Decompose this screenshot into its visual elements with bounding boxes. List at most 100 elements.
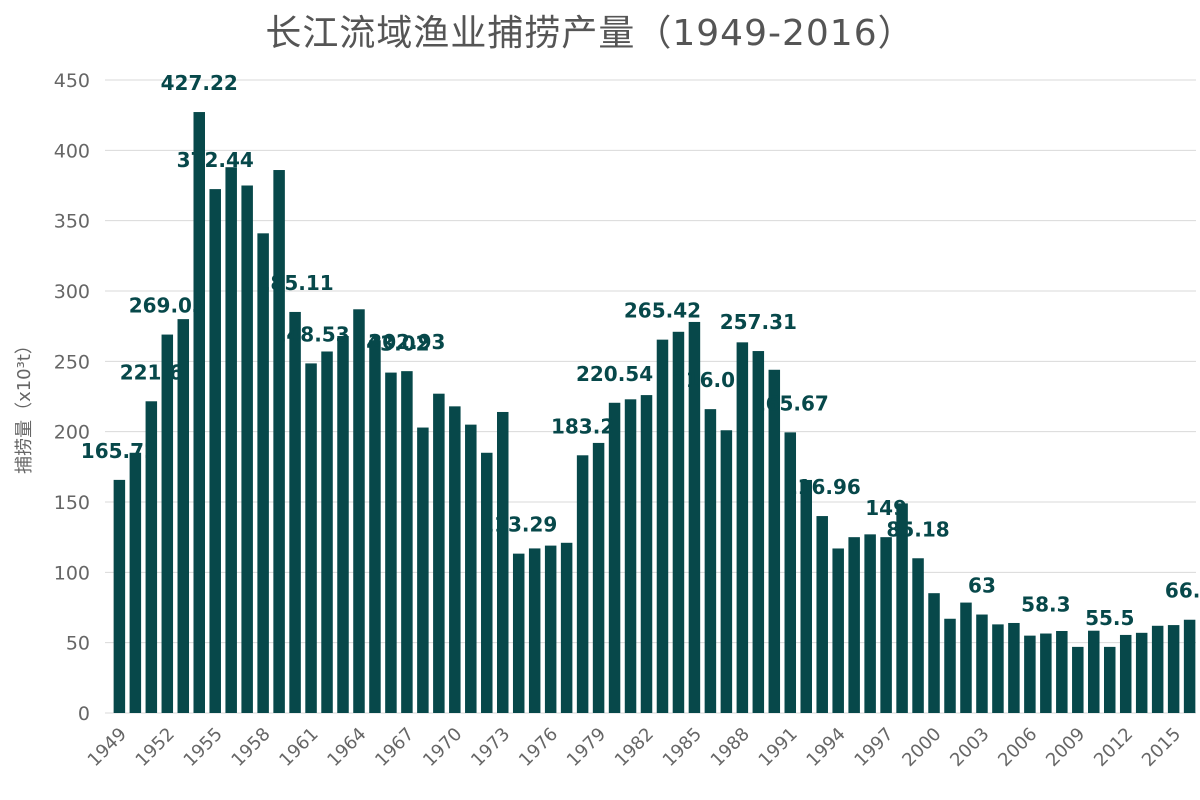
y-tick-label: 450: [54, 70, 90, 92]
x-tick-label: 1964: [323, 724, 370, 771]
bar-2010: [1088, 630, 1100, 713]
bar-1998: [896, 503, 908, 713]
bar-1976: [544, 545, 557, 713]
bar-2015: [1167, 625, 1180, 713]
bar-1958: [257, 233, 269, 713]
data-label: 165.67: [752, 391, 829, 415]
y-tick-label: 300: [54, 281, 90, 303]
data-label: 372.44: [177, 148, 254, 172]
bar-1953: [177, 319, 190, 713]
x-tick-label: 1985: [659, 724, 706, 771]
y-tick-label: 50: [66, 633, 90, 655]
bar-1981: [624, 399, 637, 713]
bar-1983: [656, 339, 669, 713]
bar-1970: [449, 406, 461, 713]
x-tick-label: 1955: [180, 724, 227, 771]
x-tick-label: 1949: [84, 724, 131, 771]
data-label: 149: [865, 496, 907, 520]
data-label: 55.5: [1085, 606, 1134, 630]
data-label: 183.2: [551, 414, 614, 438]
bar-2004: [992, 624, 1004, 713]
data-label: 243.02: [352, 332, 429, 356]
bar-2006: [1024, 635, 1036, 713]
data-label: 58.3: [1021, 593, 1070, 617]
data-label: 85.18: [886, 517, 949, 541]
y-tick-label: 0: [78, 703, 90, 725]
bar-2012: [1119, 634, 1132, 713]
bar-1980: [608, 402, 621, 713]
x-axis-ticks: 1949 1952 1955 1958 1961 1964 1967 1970 1973 1976…: [84, 724, 1186, 771]
bar-1985: [688, 321, 701, 713]
bar-2014: [1151, 625, 1164, 713]
bar-2005: [1008, 622, 1020, 713]
data-label: 285.11: [256, 271, 333, 295]
bar-1991: [784, 432, 797, 713]
data-label: 165.72: [81, 439, 158, 463]
bar-1961: [305, 363, 317, 713]
bar-1951: [145, 401, 158, 713]
bar-1978: [576, 455, 589, 713]
bar-1974: [512, 553, 525, 713]
data-label: 257.31: [720, 310, 797, 334]
chart-title: 长江流域渔业捕捞产量（1949-2016）: [265, 13, 915, 54]
bar-2000: [928, 593, 940, 713]
bar-1993: [816, 516, 828, 713]
data-label: 248.53: [272, 322, 349, 346]
x-tick-label: 1952: [132, 724, 179, 771]
x-tick-label: 1976: [515, 724, 562, 771]
data-label: 427.22: [161, 71, 238, 95]
data-label: 220.54: [576, 362, 653, 386]
x-tick-label: 2000: [898, 724, 945, 771]
bar-1977: [560, 542, 573, 713]
x-tick-label: 2012: [1090, 724, 1137, 771]
bar-1959: [273, 170, 285, 713]
x-tick-label: 1991: [755, 724, 802, 771]
x-tick-label: 1967: [371, 724, 418, 771]
bar-2003: [976, 614, 988, 713]
y-axis-ticks: 0 50 100 150 200 250 300 350 400 450: [54, 70, 90, 725]
bar-1950: [129, 452, 142, 713]
bar-1966: [385, 372, 397, 713]
data-label: 66.3: [1165, 579, 1200, 603]
data-label: 265.42: [624, 299, 701, 323]
bar-1994: [832, 548, 844, 713]
data-label: 202.93: [368, 330, 445, 354]
bar-1949: [113, 479, 126, 713]
bar-1996: [864, 534, 876, 713]
y-tick-label: 250: [54, 351, 90, 373]
bar-1952: [161, 334, 174, 713]
bar-1984: [672, 331, 685, 713]
bar-1972: [481, 452, 493, 713]
x-tick-label: 1958: [227, 724, 274, 771]
y-tick-label: 350: [54, 211, 90, 233]
bar-1965: [369, 340, 381, 713]
bar-1967: [401, 371, 413, 713]
bar-1975: [528, 548, 541, 713]
x-tick-label: 1988: [707, 724, 754, 771]
x-tick-label: 2006: [994, 724, 1041, 771]
bar-1987: [720, 430, 733, 713]
x-tick-label: 1979: [563, 724, 610, 771]
x-tick-label: 1970: [419, 724, 466, 771]
bars: [113, 112, 1196, 714]
bar-1962: [321, 351, 333, 713]
data-label: 63: [968, 574, 996, 598]
data-label: 269.03: [129, 294, 206, 318]
data-label: 116.96: [784, 475, 861, 499]
x-tick-label: 1973: [467, 724, 514, 771]
bar-1982: [640, 395, 653, 713]
bar-1979: [592, 442, 605, 713]
bar-1957: [241, 185, 253, 713]
bar-1997: [880, 537, 892, 713]
y-tick-label: 200: [54, 422, 90, 444]
y-tick-label: 100: [54, 562, 90, 584]
bar-1990: [768, 369, 781, 713]
bar-2001: [944, 618, 956, 713]
bar-2011: [1103, 646, 1116, 713]
bar-1968: [417, 427, 429, 713]
bar-2009: [1072, 646, 1084, 713]
bar-1988: [736, 342, 749, 713]
bar-1973: [496, 411, 509, 713]
bar-1964: [353, 309, 365, 713]
